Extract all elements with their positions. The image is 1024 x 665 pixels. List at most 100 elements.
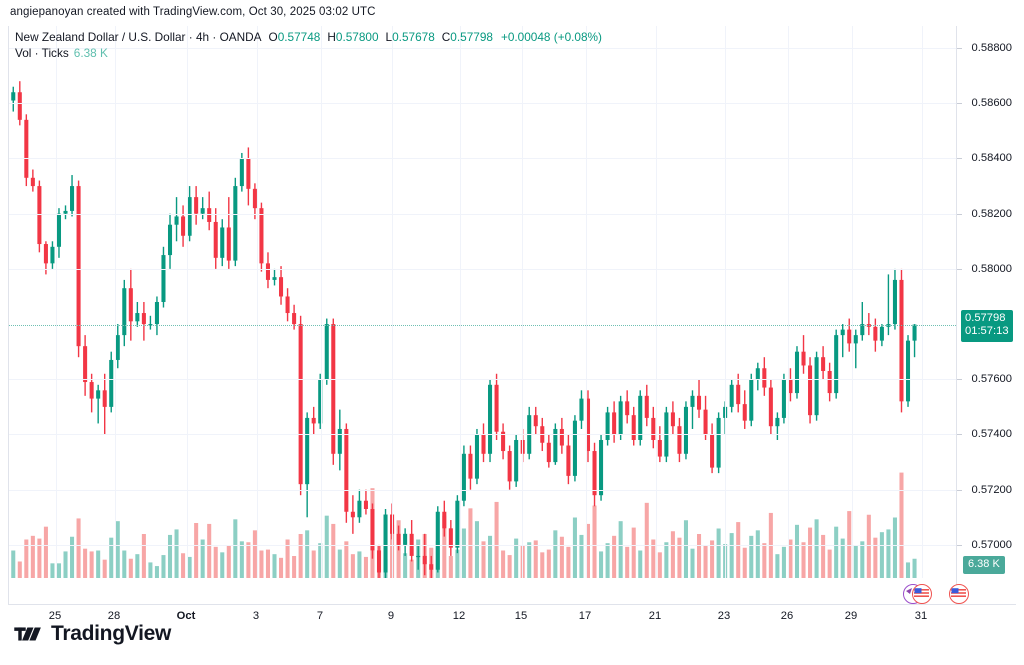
volume-bar (181, 553, 186, 578)
bar-countdown: 01:57:13 (965, 325, 1009, 338)
candle-body (853, 335, 858, 344)
volume-bar (729, 533, 734, 578)
candle-body (808, 365, 813, 416)
vertical-gridline (725, 26, 726, 578)
candle-body (860, 324, 865, 336)
volume-bar (892, 517, 897, 578)
volume-bar (775, 554, 780, 578)
price-axis[interactable]: 0.58800 0.58600 0.58400 0.58200 0.58000 0.576… (956, 26, 1017, 604)
candle-body (755, 368, 760, 380)
volume-bar (233, 519, 238, 578)
price-tick-dash (957, 158, 962, 160)
time-axis-tick: 31 (914, 610, 928, 622)
candle-body (324, 324, 329, 380)
volume-bar (905, 562, 911, 578)
volume-bar (122, 550, 127, 578)
candle-body (879, 326, 884, 341)
candle-body (638, 395, 643, 440)
candle-body (481, 434, 486, 454)
volume-bar (546, 549, 551, 578)
horizontal-gridline (9, 268, 956, 270)
candle-body (213, 221, 218, 258)
volume-bar (899, 472, 904, 578)
attribution-text: angiepanoyan created with TradingView.co… (10, 6, 376, 18)
volume-bar (272, 554, 277, 578)
volume-bar (161, 555, 166, 578)
candle-body (657, 440, 662, 457)
volume-bar (494, 501, 499, 578)
volume-bar (63, 551, 68, 578)
candle-body (553, 428, 558, 463)
plot-area[interactable] (9, 26, 956, 578)
us-flag-event-icon-2[interactable] (949, 584, 969, 604)
time-axis-tick: 15 (514, 610, 528, 622)
candle-body (403, 533, 408, 545)
volume-bar (625, 546, 630, 578)
candle-wick (855, 329, 857, 369)
candle-body (115, 335, 120, 360)
candle-body (200, 208, 205, 214)
candle-body (690, 395, 695, 407)
price-axis-tick: 0.58600 (971, 97, 1012, 110)
candle-body (631, 415, 636, 440)
horizontal-gridline (9, 434, 956, 436)
volume-bar (337, 549, 342, 578)
volume-bar (265, 549, 270, 578)
volume-bar (89, 551, 94, 578)
candle-body (220, 227, 225, 258)
candle-body (350, 511, 355, 518)
volume-bar (220, 552, 225, 578)
us-flag-glyph-2 (950, 585, 967, 602)
candle-wick (149, 315, 152, 330)
price-axis-tick: 0.58800 (971, 42, 1012, 55)
candle-body (461, 453, 466, 501)
volume-bar (710, 540, 715, 578)
volume-bar (579, 534, 584, 578)
candle-body (821, 357, 826, 371)
candle-body (710, 434, 715, 468)
candle-body (559, 428, 564, 446)
candle-body (801, 351, 806, 366)
candle-body (174, 216, 179, 225)
candle-body (435, 511, 440, 570)
time-axis-tick: 7 (316, 610, 324, 622)
volume-bar (259, 550, 264, 578)
volume-bar (559, 536, 564, 578)
time-axis[interactable]: 25 28 Oct 3 7 9 12 15 17 21 23 26 29 31 (8, 604, 1016, 630)
price-tick-dash (957, 213, 962, 215)
price-axis-tick: 0.58200 (971, 207, 1012, 220)
candle-wick (97, 384, 99, 424)
vertical-gridline (115, 26, 116, 578)
volume-bar (605, 543, 610, 578)
volume-bar (363, 556, 368, 578)
volume-bar (514, 538, 519, 578)
candle-body (207, 208, 212, 222)
volume-bar (56, 563, 62, 578)
candle-body (599, 440, 604, 496)
price-tick-dash (957, 268, 962, 270)
volume-bar (461, 528, 466, 578)
candle-body (736, 384, 741, 405)
candle-body (109, 359, 114, 407)
volume-bar (37, 538, 42, 578)
volume-bar (716, 528, 721, 578)
volume-bar (690, 548, 695, 578)
candle-body (311, 417, 316, 424)
time-axis-tick: 9 (387, 610, 395, 622)
volume-bar (834, 526, 839, 578)
volume-bar (912, 558, 917, 578)
us-flag-event-icon-1[interactable] (912, 584, 932, 604)
candle-body (572, 420, 577, 476)
candle-body (533, 415, 538, 427)
price-tick-dash (957, 103, 962, 105)
candle-body (396, 533, 401, 545)
candle-body (135, 313, 140, 322)
candle-body (122, 288, 127, 336)
candle-body (11, 92, 16, 101)
time-axis-tick: 29 (844, 610, 858, 622)
candle-body (331, 324, 336, 454)
candle-body (128, 288, 133, 322)
time-axis-tick: 12 (452, 610, 466, 622)
horizontal-gridline (9, 544, 956, 546)
current-price-badge: 0.57798 01:57:13 (961, 309, 1013, 342)
